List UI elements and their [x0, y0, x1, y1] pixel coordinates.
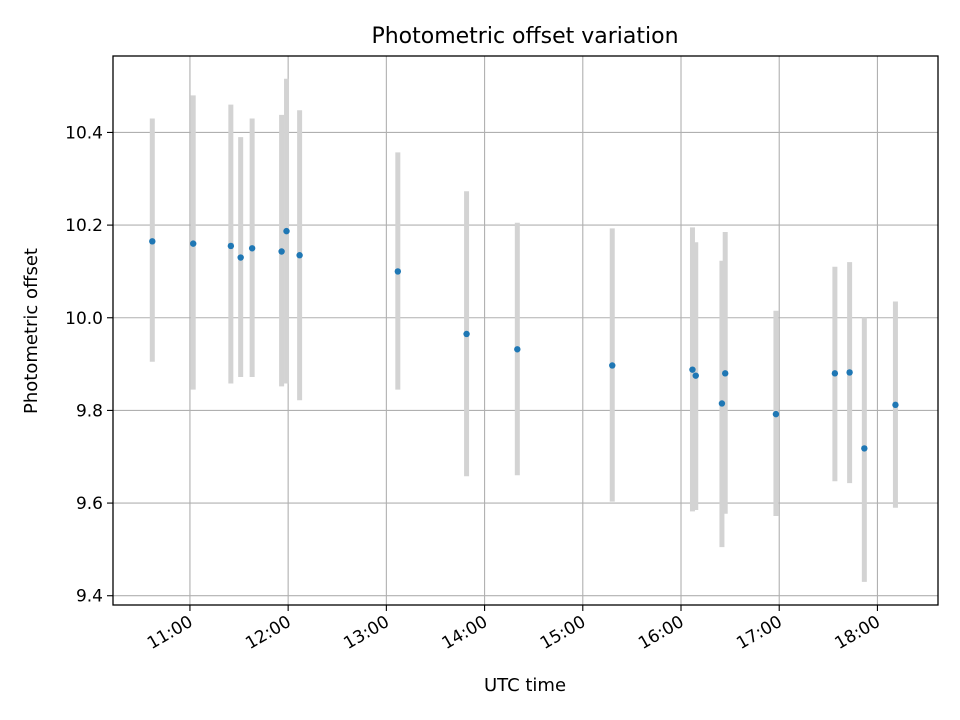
y-tick-label: 9.6	[76, 494, 103, 514]
y-tick-label: 10.4	[65, 123, 103, 143]
data-point	[394, 268, 402, 275]
data-point	[689, 366, 696, 373]
data-point	[772, 410, 780, 418]
y-tick-label: 10.0	[65, 309, 103, 329]
data-point	[514, 346, 521, 353]
data-points	[149, 227, 899, 452]
plot-area-frame	[112, 55, 939, 606]
data-point	[296, 252, 303, 259]
y-axis-label: Photometric offset	[21, 248, 42, 414]
grid	[113, 56, 938, 605]
data-point	[718, 400, 726, 407]
y-tick-label: 9.4	[76, 587, 103, 607]
data-point	[831, 370, 839, 377]
data-point	[463, 330, 470, 338]
data-point	[846, 369, 853, 376]
data-point	[722, 370, 729, 377]
data-point	[278, 248, 285, 255]
data-point	[892, 401, 899, 409]
data-point	[149, 238, 156, 245]
data-point	[237, 254, 244, 261]
data-point	[609, 362, 616, 369]
chart-title: Photometric offset variation	[371, 24, 678, 49]
data-point	[861, 445, 868, 452]
data-point	[248, 245, 256, 252]
data-point	[692, 372, 699, 379]
y-tick-label: 9.8	[76, 401, 103, 421]
data-point	[190, 240, 197, 247]
data-point	[227, 242, 235, 250]
y-tick-label: 10.2	[65, 216, 103, 236]
x-axis-label: UTC time	[484, 675, 566, 696]
data-point	[283, 227, 290, 235]
